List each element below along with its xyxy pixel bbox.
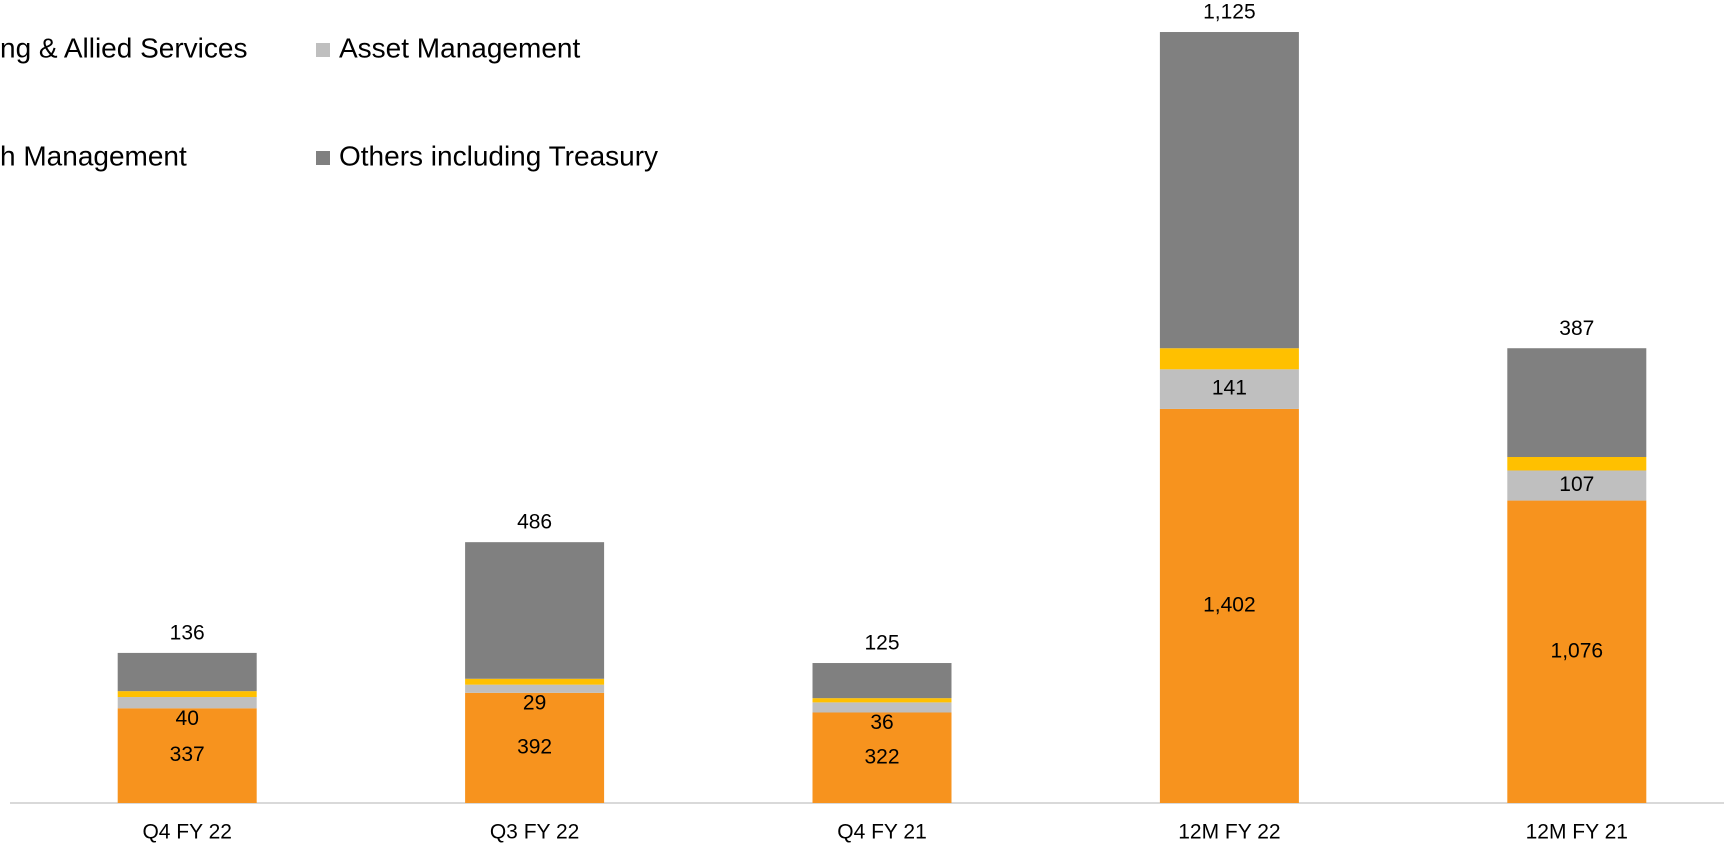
data-label: 387 (1559, 317, 1594, 340)
x-tick-label: 12M FY 21 (1526, 821, 1628, 844)
bar-segment (117, 652, 257, 692)
data-label: 125 (864, 632, 899, 655)
bar-segment (812, 663, 952, 699)
bar-segment (1507, 457, 1647, 471)
legend-label: Others including Treasury (339, 140, 658, 171)
data-label: 1,076 (1551, 639, 1604, 662)
legend-marker (316, 43, 330, 57)
data-label: 36 (870, 711, 893, 734)
bar-segment (465, 678, 605, 685)
bar-segment (1507, 348, 1647, 458)
data-label: 486 (517, 511, 552, 534)
data-label: 1,125 (1203, 1, 1256, 24)
bar-segment (465, 692, 605, 803)
x-tick-label: Q4 FY 22 (142, 821, 232, 844)
bar-segment (1159, 32, 1299, 349)
bar-segment (812, 702, 952, 713)
bar-segment (465, 684, 605, 693)
legend-marker (316, 151, 330, 165)
x-tick-label: Q3 FY 22 (490, 821, 580, 844)
x-tick-label: Q4 FY 21 (837, 821, 927, 844)
bar-segment (812, 698, 952, 703)
data-label: 40 (176, 707, 199, 730)
bar-segment (1159, 348, 1299, 370)
legend-label: Asset Management (339, 32, 580, 63)
data-label: 107 (1559, 473, 1594, 496)
legend-label: h Management (0, 140, 187, 171)
data-label: 136 (170, 621, 205, 644)
bar-segment (465, 542, 605, 679)
bar-segment (1507, 470, 1647, 501)
bar-segment (1507, 500, 1647, 803)
data-label: 322 (864, 745, 899, 768)
data-label: 141 (1212, 377, 1247, 400)
data-label: 337 (170, 743, 205, 766)
bar-segment (117, 691, 257, 698)
bar-segment (117, 708, 257, 803)
x-tick-label: 12M FY 22 (1178, 821, 1280, 844)
bar-segment (117, 697, 257, 709)
data-label: 1,402 (1203, 594, 1256, 617)
bar-segment (1159, 369, 1299, 409)
legend-label: ng & Allied Services (0, 32, 247, 63)
bar-segment (812, 712, 952, 803)
data-label: 29 (523, 691, 546, 714)
bar-segment (1159, 408, 1299, 803)
data-label: 392 (517, 735, 552, 758)
